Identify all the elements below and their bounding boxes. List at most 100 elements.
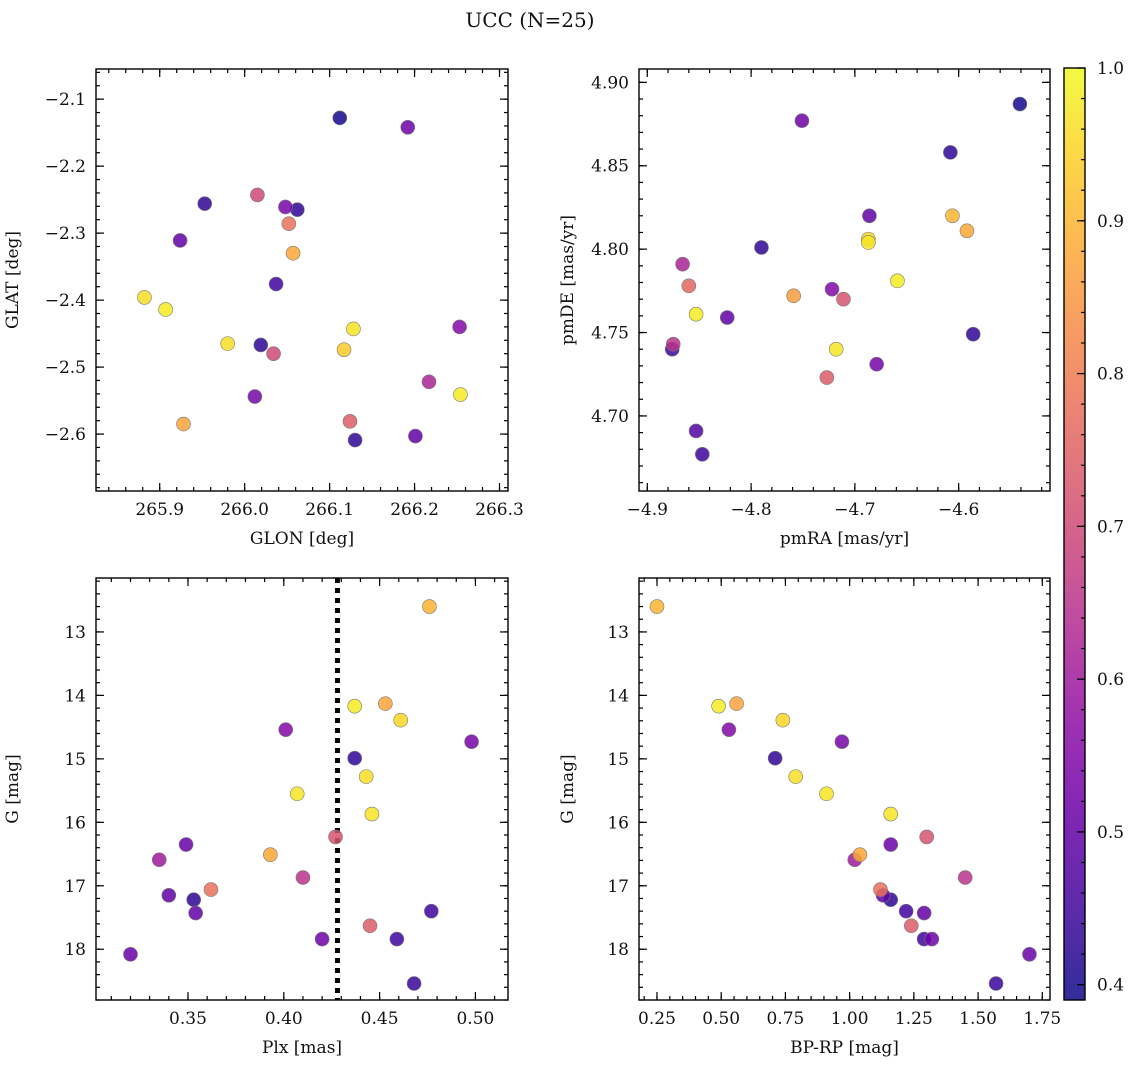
y-tick-label: 4.70 — [591, 407, 629, 427]
data-point — [852, 847, 868, 862]
y-tick-label: −2.4 — [45, 291, 86, 311]
data-point — [400, 119, 416, 135]
y-tick-label: −2.3 — [45, 224, 86, 244]
data-point — [346, 321, 361, 337]
data-point — [358, 769, 374, 784]
data-point — [916, 905, 932, 921]
y-tick-label: −2.5 — [45, 358, 86, 378]
data-point — [794, 113, 810, 129]
data-point — [464, 734, 479, 750]
x-tick-label: 266.3 — [475, 500, 524, 520]
y-tick-label: 4.85 — [591, 157, 629, 177]
data-point — [266, 346, 281, 361]
x-tick-label: 1.75 — [1023, 1009, 1061, 1029]
data-point — [123, 947, 138, 962]
data-point — [836, 291, 851, 307]
y-tick-label: 4.90 — [591, 73, 629, 93]
data-point — [767, 750, 783, 766]
data-point — [176, 416, 191, 432]
data-point — [342, 414, 358, 429]
data-point — [278, 199, 293, 215]
data-point — [988, 976, 1004, 991]
x-tick-label: 0.40 — [265, 1009, 303, 1029]
data-point — [754, 240, 769, 255]
y-axis-label: GLAT [deg] — [3, 231, 23, 329]
colorbar-tick-label: 0.8 — [1097, 365, 1124, 385]
x-tick-label: −4.7 — [834, 500, 875, 520]
data-point — [393, 712, 408, 728]
y-tick-label: 13 — [64, 623, 86, 643]
x-tick-label: −4.8 — [730, 500, 771, 520]
data-point — [290, 202, 305, 217]
data-point — [828, 341, 844, 357]
data-point — [919, 829, 935, 845]
data-point — [347, 432, 363, 448]
y-tick-label: 15 — [607, 750, 629, 770]
data-point — [364, 806, 380, 822]
data-point — [711, 698, 726, 714]
x-tick-label: 265.9 — [135, 500, 184, 520]
y-tick-label: 18 — [64, 940, 86, 960]
colorbar: 0.4 0.5 0.6 0.7 0.8 0.9 1.0 — [1063, 59, 1124, 1001]
y-axis-label: pmDE [mas/yr] — [558, 215, 578, 345]
data-point — [890, 273, 905, 289]
data-point — [188, 905, 203, 921]
y-tick-label: 13 — [607, 623, 629, 643]
x-tick-label: 1.25 — [895, 1009, 933, 1029]
y-tick-label: −2.1 — [45, 90, 86, 110]
data-point — [362, 918, 378, 934]
data-point — [151, 852, 167, 868]
data-point — [883, 806, 899, 822]
y-tick-label: 4.75 — [591, 324, 629, 344]
y-tick-label: 17 — [607, 877, 629, 897]
figure-title: UCC (N=25) — [465, 8, 594, 32]
data-point — [965, 326, 981, 342]
axes-frame — [95, 68, 509, 492]
y-tick-label: 14 — [607, 686, 629, 706]
data-point — [347, 698, 362, 714]
data-point — [453, 387, 468, 402]
data-point — [959, 223, 975, 239]
data-point — [289, 786, 305, 802]
colorbar-tick-label: 0.7 — [1097, 517, 1124, 537]
data-point — [788, 769, 803, 784]
data-point — [719, 310, 735, 325]
panel-1: 265.9 266.0 266.1 266.2 266.3 −2.1 −2.2 −2.3 −2.… — [3, 68, 524, 549]
x-axis-label: pmRA [mas/yr] — [780, 529, 909, 549]
axes-frame — [638, 577, 1051, 1001]
data-point — [336, 342, 352, 357]
data-point — [943, 145, 958, 160]
data-point — [178, 837, 194, 852]
data-point — [332, 110, 348, 126]
y-tick-label: 14 — [64, 686, 86, 706]
data-point — [862, 208, 877, 224]
data-point — [250, 187, 265, 203]
data-point — [263, 847, 278, 862]
data-point — [665, 336, 681, 352]
data-point — [158, 302, 173, 317]
y-axis-label: G [mag] — [558, 754, 578, 823]
x-axis-label: Plx [mas] — [262, 1038, 342, 1058]
data-point — [285, 245, 301, 261]
panel-2: −4.9 −4.8 −4.7 −4.6 4.70 4.75 4.80 4.85 4.90 pmRA… — [558, 68, 1051, 549]
data-point — [824, 281, 840, 297]
panel-3: 0.35 0.40 0.45 0.50 13 14 15 16 17 18 Plx [mas] G [… — [3, 577, 509, 1058]
colorbar-tick-label: 0.6 — [1097, 670, 1124, 690]
data-point — [903, 918, 919, 934]
data-point — [729, 696, 744, 711]
data-point — [137, 290, 152, 305]
data-point — [681, 278, 697, 294]
colorbar-tick-label: 0.9 — [1097, 212, 1124, 232]
colorbar-tick-label: 0.4 — [1097, 976, 1124, 996]
data-point — [957, 870, 973, 885]
x-tick-label: 1.00 — [831, 1009, 869, 1029]
data-point — [247, 389, 263, 404]
axes-frame — [95, 577, 509, 1001]
y-tick-label: 17 — [64, 877, 86, 897]
data-point — [819, 786, 834, 802]
data-point — [883, 837, 899, 852]
x-tick-label: −4.9 — [627, 500, 668, 520]
data-point — [278, 722, 294, 737]
data-point — [281, 216, 297, 232]
